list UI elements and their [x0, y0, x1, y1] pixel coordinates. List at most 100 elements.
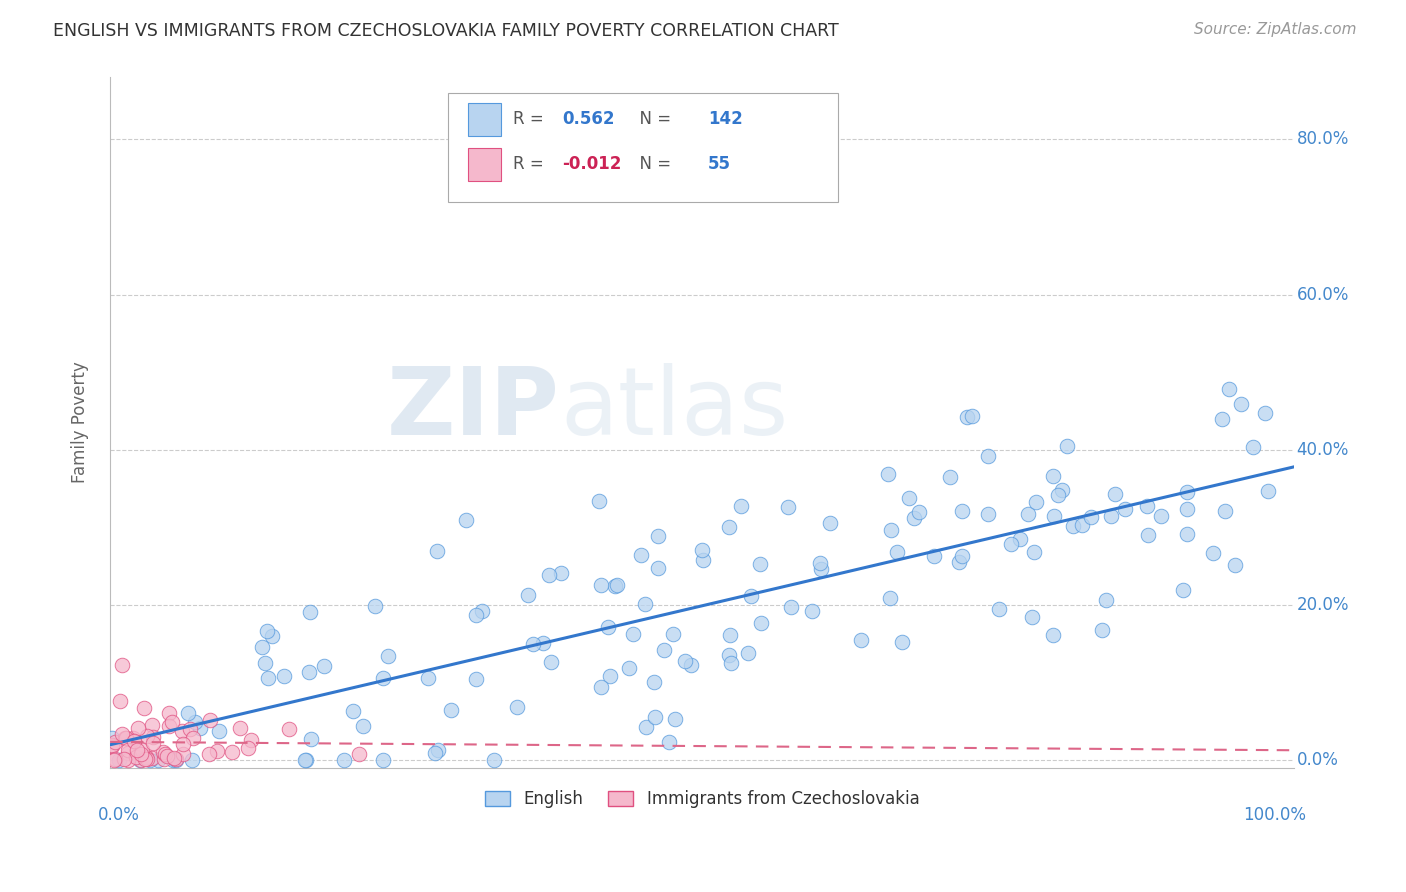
Point [1099, 508, 1122, 523]
Point [181, 753, 204, 767]
Point [136, 729, 159, 743]
Point [1056, 439, 1078, 453]
Point [117, 746, 139, 760]
Point [1136, 499, 1159, 513]
Text: 0.0%: 0.0% [98, 805, 141, 823]
Point [122, 734, 145, 748]
Point [1021, 609, 1043, 624]
Point [114, 731, 136, 746]
Point [152, 752, 174, 766]
Point [634, 597, 657, 611]
Text: atlas: atlas [560, 363, 789, 455]
Point [1010, 532, 1032, 546]
Point [342, 704, 364, 718]
Point [718, 648, 741, 662]
Point [471, 604, 494, 618]
Point [125, 742, 148, 756]
Point [531, 636, 554, 650]
Text: 20.0%: 20.0% [1296, 596, 1348, 614]
Point [962, 409, 984, 423]
Text: 142: 142 [709, 110, 742, 128]
Point [740, 589, 762, 603]
Text: ENGLISH VS IMMIGRANTS FROM CZECHOSLOVAKIA FAMILY POVERTY CORRELATION CHART: ENGLISH VS IMMIGRANTS FROM CZECHOSLOVAKI… [53, 22, 839, 40]
Point [1042, 628, 1064, 642]
Point [550, 566, 572, 580]
Point [464, 607, 486, 622]
Point [221, 745, 243, 759]
Point [129, 753, 152, 767]
Point [1137, 528, 1160, 542]
Point [810, 562, 832, 576]
Point [111, 658, 134, 673]
Point [423, 746, 446, 760]
Point [256, 624, 278, 639]
Point [1175, 502, 1198, 516]
Point [128, 753, 150, 767]
Point [1150, 508, 1173, 523]
Point [165, 753, 187, 767]
Point [464, 672, 486, 686]
Point [1091, 624, 1114, 638]
Point [153, 747, 176, 761]
Legend: English, Immigrants from Czechoslovakia: English, Immigrants from Czechoslovakia [478, 783, 927, 814]
Point [647, 529, 669, 543]
Point [1213, 504, 1236, 518]
Point [948, 555, 970, 569]
Point [440, 703, 463, 717]
Point [950, 549, 973, 564]
Point [179, 722, 201, 736]
Point [1042, 508, 1064, 523]
Point [124, 733, 146, 747]
Point [1223, 558, 1246, 573]
Point [162, 753, 184, 767]
Point [141, 751, 163, 765]
Point [644, 710, 666, 724]
Text: Source: ZipAtlas.com: Source: ZipAtlas.com [1194, 22, 1357, 37]
Point [537, 567, 560, 582]
Point [630, 548, 652, 562]
Point [157, 719, 180, 733]
Point [886, 545, 908, 559]
Point [139, 753, 162, 767]
Point [720, 657, 742, 671]
Point [134, 752, 156, 766]
Point [599, 669, 621, 683]
Y-axis label: Family Poverty: Family Poverty [72, 361, 89, 483]
Point [172, 747, 194, 762]
FancyBboxPatch shape [468, 103, 501, 136]
Point [673, 654, 696, 668]
Point [101, 738, 124, 752]
Text: 55: 55 [709, 155, 731, 173]
Point [891, 635, 914, 649]
Point [664, 712, 686, 726]
Point [165, 751, 187, 765]
Point [103, 753, 125, 767]
Point [1218, 382, 1240, 396]
Point [172, 737, 194, 751]
Point [588, 493, 610, 508]
Point [1104, 487, 1126, 501]
Point [779, 599, 801, 614]
Point [426, 743, 449, 757]
Point [299, 606, 322, 620]
Point [454, 513, 477, 527]
Point [190, 721, 212, 735]
FancyBboxPatch shape [447, 93, 838, 202]
Point [1095, 592, 1118, 607]
Text: -0.012: -0.012 [562, 155, 621, 173]
Point [652, 643, 675, 657]
Point [647, 561, 669, 575]
Point [1241, 440, 1264, 454]
Point [364, 599, 387, 614]
Point [114, 731, 136, 745]
Point [643, 674, 665, 689]
Point [898, 491, 921, 506]
Text: 60.0%: 60.0% [1296, 285, 1348, 303]
Point [748, 558, 770, 572]
Text: 40.0%: 40.0% [1296, 441, 1348, 458]
Point [131, 743, 153, 757]
Point [208, 724, 231, 739]
Point [416, 672, 439, 686]
Point [1042, 469, 1064, 483]
Point [256, 671, 278, 685]
